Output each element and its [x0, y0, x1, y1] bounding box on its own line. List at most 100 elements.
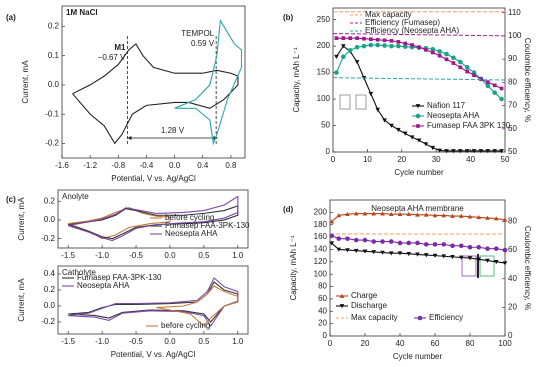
point — [397, 240, 403, 246]
marker-label: TEMPOL — [181, 29, 214, 38]
panel-label: (d) — [283, 205, 294, 214]
legend-label: Fumasep FAA 3PK 130 — [427, 121, 511, 130]
point — [334, 36, 339, 41]
point — [403, 41, 408, 46]
point — [450, 213, 455, 218]
point — [334, 54, 339, 60]
legend-label: Nafion 117 — [427, 101, 466, 110]
point — [471, 149, 477, 154]
y-tick-label: 0.4 — [44, 269, 56, 278]
legend-label: before cycling — [165, 213, 214, 222]
series-line — [156, 285, 239, 327]
legend-marker — [415, 104, 421, 109]
point — [485, 80, 490, 84]
y-tick-label: 0.0 — [48, 80, 60, 89]
note: Anolyte — [62, 192, 89, 201]
point — [362, 237, 368, 243]
point — [336, 247, 342, 252]
x-tick-label: -1.5 — [61, 337, 75, 346]
point — [382, 38, 387, 43]
x-tick-label: 20 — [361, 339, 370, 348]
y-tick-label: 40 — [318, 306, 327, 315]
point — [389, 38, 394, 43]
point — [388, 211, 394, 217]
series-line — [332, 77, 506, 81]
legend-marker — [339, 293, 345, 298]
point — [458, 243, 464, 249]
point — [375, 107, 381, 112]
point — [341, 54, 346, 60]
note: 1M NaCl — [66, 8, 98, 17]
x-tick-label: 0 — [328, 339, 333, 348]
point — [417, 45, 421, 50]
cell-icon-part — [461, 255, 477, 277]
point — [464, 64, 470, 70]
point — [493, 216, 499, 221]
y-tick-label: 0.0 — [44, 301, 56, 310]
point — [380, 239, 385, 244]
x-axis-label: Cycle number — [393, 352, 443, 361]
cell-icon-part — [479, 255, 495, 277]
y2-tick-label: 100 — [508, 31, 522, 40]
point — [444, 57, 449, 62]
x-tick-label: 10 — [363, 155, 372, 164]
legend-marker — [415, 113, 421, 119]
point — [406, 240, 412, 246]
y-axis-label: Current, mA — [21, 60, 30, 104]
y-tick-label: 0 — [326, 147, 331, 156]
x-tick-label: -0.8 — [111, 161, 125, 170]
marker-label: M1 — [114, 43, 126, 52]
x-tick-label: 0.8 — [225, 161, 237, 170]
point — [415, 252, 420, 257]
series-line — [68, 277, 239, 327]
point — [345, 211, 350, 217]
point — [458, 255, 464, 260]
point — [476, 244, 482, 250]
point — [423, 242, 429, 247]
legend-label: Fumasep FAA-3PK-130 — [77, 273, 162, 282]
point — [457, 59, 463, 65]
point — [371, 239, 377, 244]
x-axis-label: Potential, V vs. Ag/AgCl — [111, 174, 196, 183]
point — [353, 211, 359, 216]
point — [457, 149, 463, 154]
point — [476, 257, 482, 262]
x-tick-label: 0.0 — [164, 251, 176, 260]
point — [485, 258, 490, 263]
point — [432, 253, 438, 258]
point — [415, 212, 420, 217]
x-tick-label: -1.0 — [95, 251, 109, 260]
y2-tick-label: 0 — [508, 331, 513, 340]
x-tick-label: 0.0 — [164, 337, 176, 346]
point — [416, 138, 422, 143]
point — [336, 236, 342, 241]
point — [371, 250, 377, 255]
y-tick-label: 150 — [317, 68, 331, 77]
y-tick-label: 0.2 — [44, 196, 56, 205]
point — [345, 248, 350, 253]
chart-title: Neosepta AHA membrane — [371, 204, 464, 213]
point — [388, 239, 394, 244]
point — [348, 36, 353, 41]
y2-tick-label: 80 — [508, 217, 517, 226]
point — [441, 213, 447, 218]
y-tick-label: 250 — [317, 15, 331, 24]
panel-label: (b) — [283, 13, 294, 22]
x-tick-label: 80 — [466, 339, 475, 348]
series-line — [335, 45, 502, 152]
point — [361, 43, 367, 49]
x-tick-label: -1.0 — [95, 337, 109, 346]
point — [355, 36, 359, 41]
point — [458, 213, 464, 218]
y2-axis-label: Coulombic efficiency, % — [523, 226, 532, 310]
legend-label: Neosepta AHA — [427, 111, 480, 120]
point — [467, 244, 473, 250]
point — [444, 149, 449, 154]
point — [402, 44, 408, 49]
legend-label: Max capacity — [351, 313, 398, 322]
point — [502, 261, 508, 266]
point — [329, 233, 335, 239]
y2-tick-label: 80 — [508, 77, 517, 86]
point — [375, 37, 380, 42]
point — [451, 149, 456, 154]
